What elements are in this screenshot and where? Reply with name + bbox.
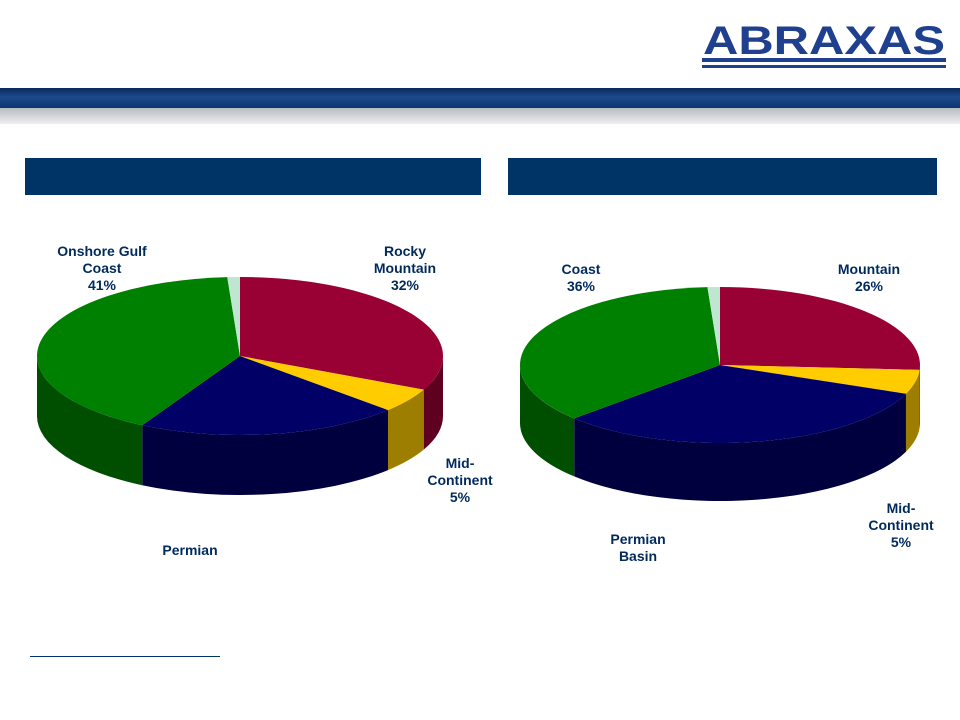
pie-right-slice-1 (720, 365, 920, 394)
pie-left-slice-2-side (142, 410, 388, 495)
footnote-rule (30, 656, 220, 657)
pie-right-slice-3 (520, 287, 720, 419)
pie-left-slice-1 (240, 356, 424, 411)
pie-right-label-mountain: Mountain 26% (837, 261, 901, 294)
abraxas-logo: ABRAXAS (702, 19, 946, 68)
pie-left-label-mid-continent: Mid- Continent 5% (427, 455, 493, 505)
pie-left-slice-3-side (37, 356, 143, 486)
pie-left-slice-0 (240, 277, 443, 390)
pie-left-label-onshore-gulf-coast: Onshore Gulf Coast 41% (57, 243, 147, 293)
header-band (0, 88, 960, 108)
left-panel-header-bar (25, 158, 481, 195)
pie-left-slice-3 (36, 277, 241, 426)
pie-left-slice-0-side (423, 356, 443, 450)
pie-right-slice-2-side (574, 393, 906, 501)
pie-right-label-permian-basin: Permian Basin (610, 531, 666, 564)
pie-right-slice-1-side (905, 369, 920, 452)
pie-left-label-permian: Permian (162, 542, 218, 558)
pie-right-label-mid-continent: Mid- Continent 5% (868, 500, 934, 550)
pie-right-slice-3-side (520, 365, 575, 477)
logo-text: ABRAXAS (703, 19, 945, 63)
pie-right-slice-4 (707, 287, 720, 365)
pie-left-label-rocky-mountain: Rocky Mountain 32% (373, 243, 437, 293)
pie-right-label-coast: Coast 36% (561, 261, 601, 294)
pie-right-slice-2 (574, 365, 906, 443)
pie-right-slice-0 (720, 287, 920, 370)
pie-left-slice-4 (227, 277, 240, 356)
pie-left-slice-1-side (387, 389, 424, 471)
header-shadow-band (0, 108, 960, 124)
pie-left-slice-2 (142, 356, 388, 435)
right-panel-header-bar (508, 158, 937, 195)
